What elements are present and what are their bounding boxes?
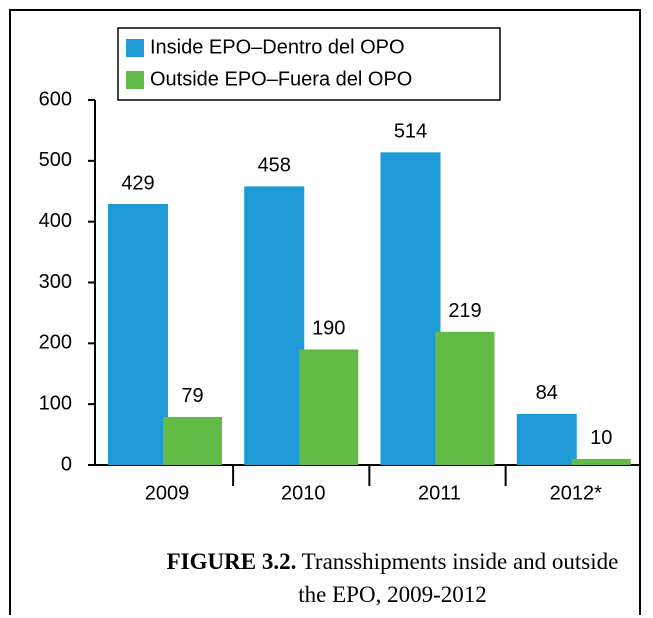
legend-swatch xyxy=(126,39,144,57)
y-tick-label: 100 xyxy=(39,392,72,414)
caption-label: FIGURE 3.2. xyxy=(166,549,297,574)
data-label: 79 xyxy=(181,385,203,407)
bar xyxy=(380,152,441,466)
caption: FIGURE 3.2. Transshipments inside and ou… xyxy=(150,545,635,611)
data-label: 190 xyxy=(312,318,345,340)
y-tick-label: 300 xyxy=(39,271,72,293)
legend-swatch xyxy=(126,71,144,89)
bar xyxy=(299,349,359,465)
y-tick-label: 200 xyxy=(39,332,72,354)
data-label: 458 xyxy=(258,155,291,177)
data-label: 10 xyxy=(590,427,612,449)
bar xyxy=(435,331,495,465)
data-label: 429 xyxy=(121,172,154,194)
legend xyxy=(117,27,501,101)
x-tick-label: 2009 xyxy=(145,482,190,504)
x-tick-label: 2012* xyxy=(550,482,602,504)
y-tick-label: 400 xyxy=(39,210,72,232)
data-label: 219 xyxy=(448,300,481,322)
bar xyxy=(244,186,305,465)
y-tick-label: 600 xyxy=(39,88,72,110)
bar xyxy=(571,458,631,465)
y-tick-label: 500 xyxy=(39,149,72,171)
frame xyxy=(9,9,641,615)
x-tick-label: 2011 xyxy=(418,482,461,504)
x-tick-label: 2010 xyxy=(281,482,326,504)
legend-label: Inside EPO–Dentro del OPO xyxy=(150,36,405,58)
y-tick-label: 0 xyxy=(61,453,72,475)
caption-text: Transshipments inside and outside the EP… xyxy=(298,549,619,607)
bar xyxy=(516,413,577,465)
bar xyxy=(108,204,168,465)
data-label: 84 xyxy=(536,382,558,404)
bar xyxy=(163,416,222,465)
data-label: 514 xyxy=(394,121,427,143)
legend-label: Outside EPO–Fuera del OPO xyxy=(150,68,412,90)
